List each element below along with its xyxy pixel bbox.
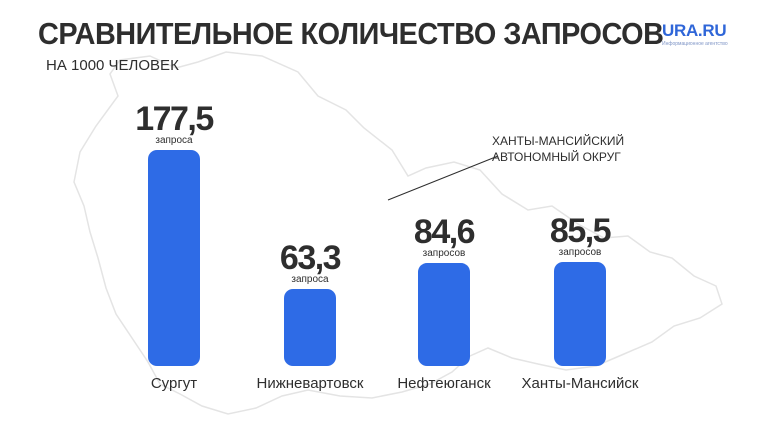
ura-ru-logo: URA.RU Информационное агентство (662, 22, 740, 47)
region-label: ХАНТЫ-МАНСИЙСКИЙ АВТОНОМНЫЙ ОКРУГ (492, 133, 652, 165)
unit-label: запроса (291, 274, 329, 285)
category-label: Сургут (151, 375, 197, 392)
region-pointer-line (387, 155, 499, 201)
chart-title: СРАВНИТЕЛЬНОЕ КОЛИЧЕСТВО ЗАПРОСОВ (38, 16, 664, 51)
region-label-line-1: ХАНТЫ-МАНСИЙСКИЙ (492, 134, 625, 148)
unit-label: запросов (559, 247, 602, 258)
map-outline (73, 51, 723, 415)
logo-name: URA.RU (662, 21, 727, 40)
category-label: Нижневартовск (257, 375, 364, 392)
value-label: 84,6 (414, 213, 475, 251)
bar (418, 263, 470, 366)
value-label: 177,5 (135, 100, 213, 138)
category-label: Ханты-Мансийск (522, 375, 639, 392)
region-label-line-2: АВТОНОМНЫЙ ОКРУГ (492, 150, 621, 164)
category-label: Нефтеюганск (397, 375, 491, 392)
bar (284, 288, 336, 366)
bar (554, 261, 606, 366)
value-label: 85,5 (550, 212, 611, 250)
bar (148, 150, 200, 366)
unit-label: запросов (423, 248, 466, 259)
chart-subtitle: НА 1000 ЧЕЛОВЕК (46, 57, 179, 74)
value-label: 63,3 (280, 239, 341, 277)
logo-tagline: Информационное агентство (662, 41, 728, 47)
unit-label: запроса (155, 135, 193, 146)
